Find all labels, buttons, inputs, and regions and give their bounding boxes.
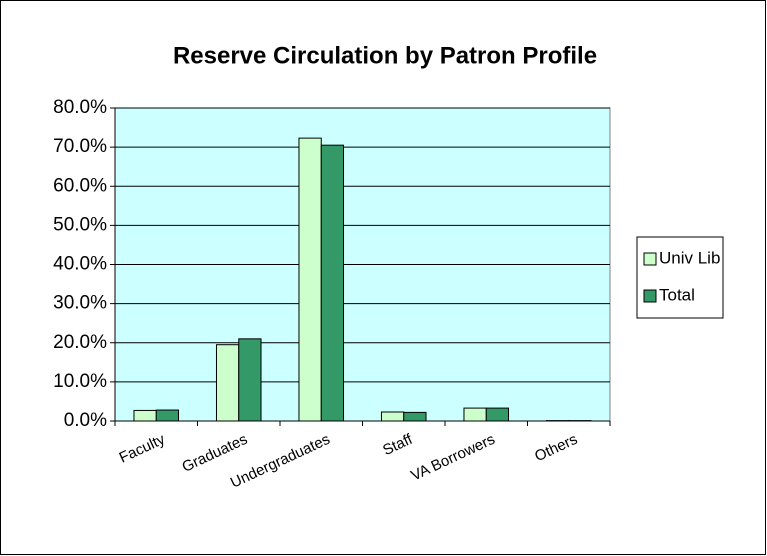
bar xyxy=(238,338,262,422)
bar xyxy=(463,407,487,422)
bar xyxy=(133,409,157,422)
bar xyxy=(403,411,427,422)
bar xyxy=(380,411,405,422)
y-tick-label: 20.0% xyxy=(53,332,107,353)
y-tick-label: 30.0% xyxy=(53,293,107,314)
y-tick-label: 80.0% xyxy=(53,97,107,118)
y-tick-label: 60.0% xyxy=(53,175,107,196)
y-tick-label: 50.0% xyxy=(53,214,107,235)
legend-label: Total xyxy=(659,285,695,304)
y-tick-label: 10.0% xyxy=(53,371,107,392)
bar xyxy=(485,407,510,422)
y-tick-label: 0.0% xyxy=(64,410,107,431)
bar xyxy=(155,409,180,422)
legend-swatch xyxy=(643,289,657,303)
y-tick-label: 40.0% xyxy=(53,254,107,275)
bar xyxy=(298,137,322,422)
y-tick-label: 70.0% xyxy=(53,136,107,157)
legend-box xyxy=(636,236,724,319)
legend-label: Univ Lib xyxy=(659,248,720,267)
legend-swatch xyxy=(643,252,657,266)
chart-title: Reserve Circulation by Patron Profile xyxy=(173,42,597,69)
bar xyxy=(215,344,240,422)
bar xyxy=(320,144,345,422)
